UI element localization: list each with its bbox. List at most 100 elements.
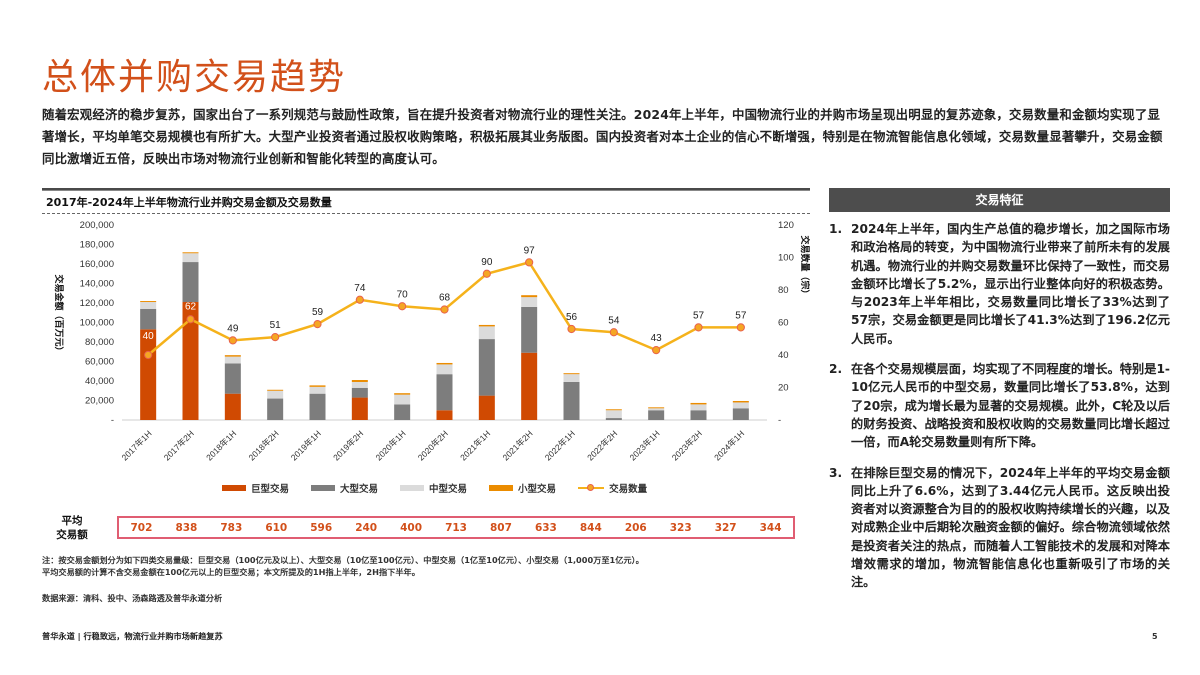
bar-segment: [648, 410, 665, 420]
bar-segment: [605, 418, 622, 420]
line-marker: [228, 336, 237, 345]
y-tick-right: 60: [778, 318, 789, 329]
legend-label-small: 小型交易: [518, 484, 557, 495]
avg-deal-value: 400: [400, 521, 423, 534]
x-tick: 2020年1H: [373, 428, 407, 462]
bar-segment: [732, 408, 749, 420]
list-item: 2. 在各个交易规模层面，均实现了不同程度的增长。特别是1-10亿元人民币的中型…: [829, 360, 1170, 451]
x-tick: 2020年2H: [416, 428, 450, 462]
avg-deal-value: 206: [624, 521, 647, 534]
y-tick-right: 20: [778, 383, 789, 394]
avg-deal-value: 323: [669, 521, 692, 534]
data-label: 59: [312, 307, 324, 318]
x-tick: 2017年1H: [119, 428, 153, 462]
avg-label-line2: 交易额: [56, 529, 88, 541]
data-label: 56: [566, 312, 578, 323]
bar-segment: [648, 408, 665, 411]
y-tick-right: 120: [778, 220, 794, 231]
combo-chart: 200,000 180,000 160,000 140,000 120,000 100,0…: [53, 220, 810, 462]
bar-segment: [478, 395, 495, 420]
y-tick-left: 120,000: [80, 298, 114, 309]
data-label: 51: [270, 320, 282, 331]
y-tick-right: -: [778, 415, 781, 426]
avg-deal-value: 596: [310, 521, 333, 534]
bar-segment: [648, 407, 665, 409]
bar-segment: [563, 373, 580, 375]
x-tick: 2018年1H: [204, 428, 238, 462]
avg-deal-value: 838: [175, 521, 198, 534]
avg-label-line1: 平均: [61, 515, 83, 527]
list-item-number: 2.: [829, 362, 843, 377]
line-marker: [482, 269, 491, 278]
line-marker: [525, 258, 534, 267]
legend-label-large: 大型交易: [340, 484, 379, 495]
legend-giant: 巨型交易: [222, 481, 289, 495]
line-marker: [398, 302, 407, 311]
list-item-number: 1.: [829, 222, 843, 236]
data-label: 90: [481, 257, 493, 268]
x-tick: 2023年2H: [670, 428, 704, 462]
x-tick: 2023年1H: [627, 428, 661, 462]
avg-deal-value: 713: [445, 521, 467, 534]
page-footer: 普华永道 | 行稳致远，物流行业并购市场新趋复苏: [42, 631, 223, 641]
bar-segment: [690, 402, 707, 405]
bar-segment: [521, 297, 538, 307]
legend-label-count: 交易数量: [609, 484, 648, 495]
bar-segment: [690, 410, 707, 420]
x-tick: 2024年1H: [712, 428, 746, 462]
bar-segment: [182, 262, 199, 303]
list-item-number: 3.: [829, 465, 843, 480]
bar-segment: [351, 397, 368, 420]
bar-segment: [690, 404, 707, 411]
x-tick: 2018年2H: [246, 428, 280, 462]
list-item-text: 在排除巨型交易的情况下，2024年上半年的平均交易金额同比上升了6.6%，达到了…: [851, 465, 1170, 590]
intro-paragraph: 随着宏观经济的稳步复苏，国家出台了一系列规范与鼓励性政策，旨在提升投资者对物流行…: [42, 107, 1163, 166]
y-axis-right-title: 交易数量（宗）: [799, 235, 810, 298]
x-tick: 2022年2H: [585, 428, 619, 462]
x-tick: 2019年1H: [289, 428, 323, 462]
avg-deal-value: 844: [579, 521, 602, 534]
x-tick: 2017年2H: [162, 428, 196, 462]
y-tick-left: 160,000: [80, 259, 114, 270]
note-line-1: 注：按交易金额划分为如下四类交易量级：巨型交易（100亿元及以上）、大型交易（1…: [42, 555, 644, 565]
line-marker: [355, 295, 364, 304]
data-label: 49: [227, 323, 239, 334]
bar-segment: [732, 400, 749, 403]
page-number: 5: [1152, 632, 1158, 641]
y-tick-left: 200,000: [80, 220, 114, 231]
data-label: 70: [397, 289, 409, 300]
data-label: 68: [439, 293, 451, 304]
list-item: 1. 2024年上半年，国内生产总值的稳步增长，加之国际市场和政治格局的转变，为…: [829, 220, 1170, 348]
bar-segment: [182, 302, 199, 420]
legend-mid: 中型交易: [400, 481, 467, 495]
avg-deal-value: 807: [490, 521, 512, 534]
bar-segment: [267, 389, 284, 391]
bar-segment: [563, 374, 580, 382]
bar-segment: [224, 355, 241, 357]
avg-deal-label: 平均 交易额: [42, 514, 102, 542]
data-source: 数据来源：清科、投中、汤森路透及普华永道分析: [42, 593, 223, 603]
bar-segment: [563, 381, 580, 420]
line-marker: [652, 346, 661, 355]
bar-segment: [478, 339, 495, 396]
bar-segment: [521, 352, 538, 420]
line-marker: [440, 305, 449, 314]
y-tick-left: 100,000: [80, 318, 114, 329]
chart-top-rule: [42, 188, 810, 191]
y-tick-left: 180,000: [80, 240, 114, 251]
bar-segment: [436, 362, 453, 365]
deal-features-header: 交易特征: [829, 188, 1170, 212]
avg-deal-value: 240: [355, 521, 378, 534]
chart-title: 2017年-2024年上半年物流行业并购交易金额及交易数量: [46, 196, 332, 209]
bar-segment: [436, 374, 453, 411]
deal-features-list: 1. 2024年上半年，国内生产总值的稳步增长，加之国际市场和政治格局的转变，为…: [829, 220, 1170, 592]
chart-dotted-rule: [42, 213, 810, 214]
y-tick-right: 80: [778, 285, 789, 296]
line-marker: [144, 350, 153, 360]
x-tick: 2021年2H: [500, 428, 534, 462]
data-label: 54: [608, 315, 620, 326]
bar-segment: [309, 386, 326, 394]
y-tick-left: 140,000: [80, 279, 114, 290]
bar-segment: [140, 301, 157, 303]
bar-segment: [140, 329, 157, 420]
